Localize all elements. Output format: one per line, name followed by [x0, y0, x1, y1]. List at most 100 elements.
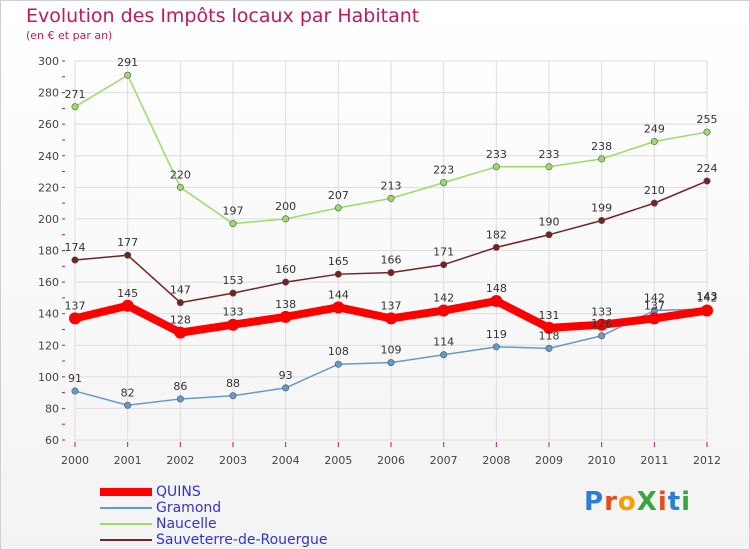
legend-label: Sauveterre-de-Rouergue	[156, 532, 328, 548]
data-label: 233	[539, 148, 560, 161]
y-tick-label: 240	[38, 150, 59, 163]
data-label: 82	[121, 386, 135, 399]
logo-letter: i	[681, 487, 692, 517]
data-point	[492, 243, 500, 251]
data-point	[437, 304, 450, 317]
data-point	[227, 318, 239, 331]
x-tick-label: 2009	[535, 454, 563, 467]
data-point	[174, 326, 187, 339]
data-label: 93	[279, 369, 293, 382]
data-label: 197	[223, 205, 244, 218]
x-tick-label: 2006	[377, 454, 405, 467]
legend-swatch	[100, 507, 152, 509]
data-point	[124, 401, 132, 409]
data-label: 148	[486, 282, 507, 295]
data-point	[334, 360, 342, 368]
data-label: 143	[697, 290, 718, 303]
data-point	[229, 220, 237, 228]
x-tick-label: 2002	[166, 454, 194, 467]
data-label: 255	[697, 113, 718, 126]
data-label: 128	[170, 314, 191, 327]
data-point	[650, 199, 658, 207]
data-point	[543, 321, 555, 334]
data-point	[701, 304, 713, 317]
data-label: 174	[65, 241, 86, 254]
legend-label: Gramond	[156, 500, 222, 516]
data-label: 210	[644, 184, 665, 197]
data-label: 131	[539, 309, 560, 322]
data-point	[385, 312, 397, 325]
data-point	[71, 387, 79, 395]
data-point	[703, 128, 711, 136]
y-tick-label: 120	[38, 339, 59, 352]
data-label: 249	[644, 123, 665, 136]
y-tick-label: 280	[38, 87, 59, 100]
data-label: 207	[328, 189, 349, 202]
data-label: 137	[644, 299, 665, 312]
data-label: 233	[486, 148, 507, 161]
data-point	[650, 138, 658, 146]
data-label: 109	[381, 344, 402, 357]
logo-letter: t	[667, 487, 682, 517]
chart-subtitle: (en € et par an)	[26, 29, 113, 42]
data-label: 119	[486, 328, 507, 341]
x-tick-label: 2010	[588, 454, 616, 467]
legend-label: QUINS	[156, 484, 201, 500]
data-label: 147	[170, 284, 191, 297]
x-tick-label: 2004	[272, 454, 300, 467]
legend-swatch	[100, 539, 152, 541]
data-label: 171	[433, 246, 454, 259]
y-tick-label: 300	[38, 55, 59, 68]
data-point	[69, 312, 81, 325]
data-point	[440, 261, 448, 269]
data-label: 182	[486, 228, 507, 241]
x-tick-label: 2001	[114, 454, 142, 467]
data-point	[598, 155, 606, 163]
data-point	[440, 351, 448, 359]
data-label: 137	[381, 299, 402, 312]
data-label: 224	[697, 162, 718, 175]
data-label: 88	[226, 377, 240, 390]
data-point	[492, 163, 500, 171]
data-point	[282, 384, 290, 392]
x-tick-label: 2003	[219, 454, 247, 467]
data-label: 220	[170, 168, 191, 181]
data-label: 165	[328, 255, 349, 268]
data-label: 145	[117, 287, 138, 300]
data-point	[71, 256, 79, 264]
data-point	[229, 289, 237, 297]
legend-swatch	[100, 488, 152, 496]
data-point	[279, 310, 292, 323]
y-tick-label: 160	[38, 276, 59, 289]
proxiti-logo: ProXiti	[584, 487, 691, 517]
y-tick-label: 200	[38, 213, 59, 226]
data-point	[648, 312, 661, 325]
data-label: 142	[644, 292, 665, 305]
data-point	[176, 395, 184, 403]
data-point	[545, 163, 553, 171]
x-tick-label: 2007	[430, 454, 458, 467]
data-label: 114	[433, 336, 454, 349]
x-tick-label: 2012	[693, 454, 721, 467]
data-point	[176, 299, 184, 307]
data-label: 144	[328, 288, 349, 301]
data-point	[282, 278, 290, 286]
data-point	[334, 270, 342, 278]
data-label: 108	[328, 345, 349, 358]
data-label: 137	[65, 299, 86, 312]
data-label: 142	[697, 292, 718, 305]
data-label: 133	[223, 306, 244, 319]
data-point	[440, 179, 448, 187]
logo-letter: P	[584, 487, 605, 517]
data-point	[176, 183, 184, 191]
data-point	[334, 204, 342, 212]
y-tick-label: 220	[38, 181, 59, 194]
data-point	[387, 269, 395, 277]
y-tick-label: 100	[38, 371, 59, 384]
x-tick-label: 2000	[61, 454, 89, 467]
data-point	[545, 231, 553, 239]
data-label: 142	[433, 292, 454, 305]
data-point	[124, 71, 132, 79]
